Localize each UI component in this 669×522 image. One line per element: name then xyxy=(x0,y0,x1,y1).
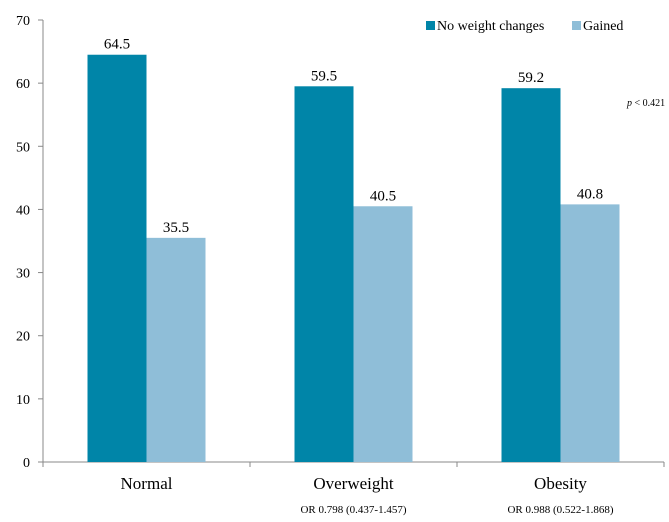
bar xyxy=(146,237,206,462)
bar xyxy=(501,88,561,463)
y-tick-label: 40 xyxy=(16,203,30,218)
bar xyxy=(560,204,620,462)
data-labels: 64.5 35.5 59.5 40.5 59.2 40.8 xyxy=(104,37,603,236)
y-tick-label: 60 xyxy=(16,77,30,92)
bar xyxy=(294,86,354,463)
category-label: Normal xyxy=(121,474,173,493)
data-label: 35.5 xyxy=(163,220,189,236)
legend: No weight changes Gained xyxy=(426,19,623,34)
y-tick-label: 0 xyxy=(23,456,30,471)
legend-label-no-weight-changes: No weight changes xyxy=(437,19,544,34)
p-value-symbol: p xyxy=(626,98,632,109)
y-tick-label: 50 xyxy=(16,140,30,155)
x-ticks xyxy=(42,462,665,467)
data-label: 40.8 xyxy=(577,186,603,202)
legend-label-gained: Gained xyxy=(583,19,623,34)
data-label: 59.5 xyxy=(311,68,337,84)
category-label: Obesity xyxy=(534,474,587,493)
odds-ratio-label: OR 0.798 (0.437-1.457) xyxy=(300,504,406,516)
y-tick-label: 30 xyxy=(16,267,30,282)
y-tick-label: 70 xyxy=(16,14,30,29)
bar xyxy=(87,54,147,462)
bars xyxy=(87,54,620,463)
category-labels: Normal Overweight Obesity xyxy=(121,474,588,493)
p-value-annotation: p < 0.421 xyxy=(626,98,665,109)
y-ticks: 0 10 20 30 40 50 60 70 xyxy=(16,14,43,471)
data-label: 59.2 xyxy=(518,70,544,86)
p-value-text: < 0.421 xyxy=(632,98,665,109)
data-label: 40.5 xyxy=(370,188,396,204)
y-tick-label: 10 xyxy=(16,393,30,408)
legend-swatch-no-weight-changes xyxy=(426,21,435,30)
category-label: Overweight xyxy=(313,474,394,493)
bar xyxy=(353,206,413,462)
y-tick-label: 20 xyxy=(16,330,30,345)
odds-ratio-labels: OR 0.798 (0.437-1.457) OR 0.988 (0.522-1.… xyxy=(300,504,613,516)
odds-ratio-label: OR 0.988 (0.522-1.868) xyxy=(507,504,613,516)
data-label: 64.5 xyxy=(104,37,130,53)
legend-swatch-gained xyxy=(572,21,581,30)
